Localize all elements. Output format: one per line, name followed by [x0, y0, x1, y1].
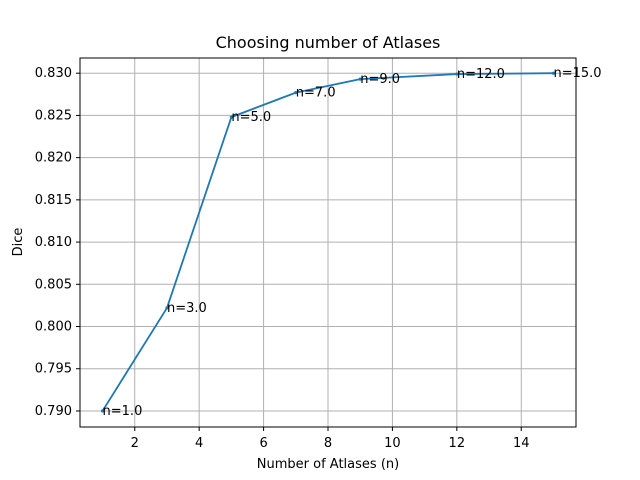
- point-annotation: n=9.0: [360, 72, 400, 87]
- point-annotation: n=1.0: [103, 404, 143, 419]
- y-tick-label: 0.790: [35, 404, 72, 419]
- x-tick-label: 6: [259, 436, 267, 451]
- chart-title: Choosing number of Atlases: [216, 33, 441, 52]
- x-tick-label: 2: [131, 436, 139, 451]
- y-tick-label: 0.795: [35, 362, 72, 377]
- point-annotation: n=12.0: [457, 67, 505, 82]
- point-annotation: n=5.0: [231, 110, 271, 125]
- y-tick-label: 0.800: [35, 320, 72, 335]
- data-point: [455, 72, 459, 76]
- data-point: [358, 77, 362, 81]
- y-tick-label: 0.825: [35, 108, 72, 123]
- x-tick-label: 10: [384, 436, 401, 451]
- point-annotation: n=7.0: [296, 86, 336, 101]
- y-tick-label: 0.820: [35, 151, 72, 166]
- axis-ticks: 2 4 6 8 10 12 14 0.790 0.795 0.800 0.805 0.810 0.815…: [35, 66, 530, 451]
- y-tick-label: 0.830: [35, 66, 72, 81]
- point-annotation: n=3.0: [167, 301, 207, 316]
- x-tick-label: 8: [324, 436, 332, 451]
- series-layer: [100, 71, 556, 413]
- data-point: [229, 115, 233, 119]
- x-tick-label: 14: [513, 436, 530, 451]
- data-point: [294, 91, 298, 95]
- x-tick-label: 12: [449, 436, 466, 451]
- point-annotation: n=15.0: [553, 66, 601, 81]
- data-point: [165, 306, 169, 310]
- annotation-layer: n=1.0 n=3.0 n=5.0 n=7.0 n=9.0 n=12.0 n=15.0: [103, 66, 602, 419]
- y-axis-label: Dice: [11, 228, 26, 257]
- y-tick-label: 0.815: [35, 193, 72, 208]
- data-point: [100, 409, 105, 413]
- y-tick-label: 0.805: [35, 277, 72, 292]
- x-axis-label: Number of Atlases (n): [257, 457, 399, 472]
- grid-lines: [80, 58, 576, 427]
- x-tick-label: 4: [195, 436, 203, 451]
- data-point: [551, 71, 556, 75]
- y-tick-label: 0.810: [35, 235, 72, 250]
